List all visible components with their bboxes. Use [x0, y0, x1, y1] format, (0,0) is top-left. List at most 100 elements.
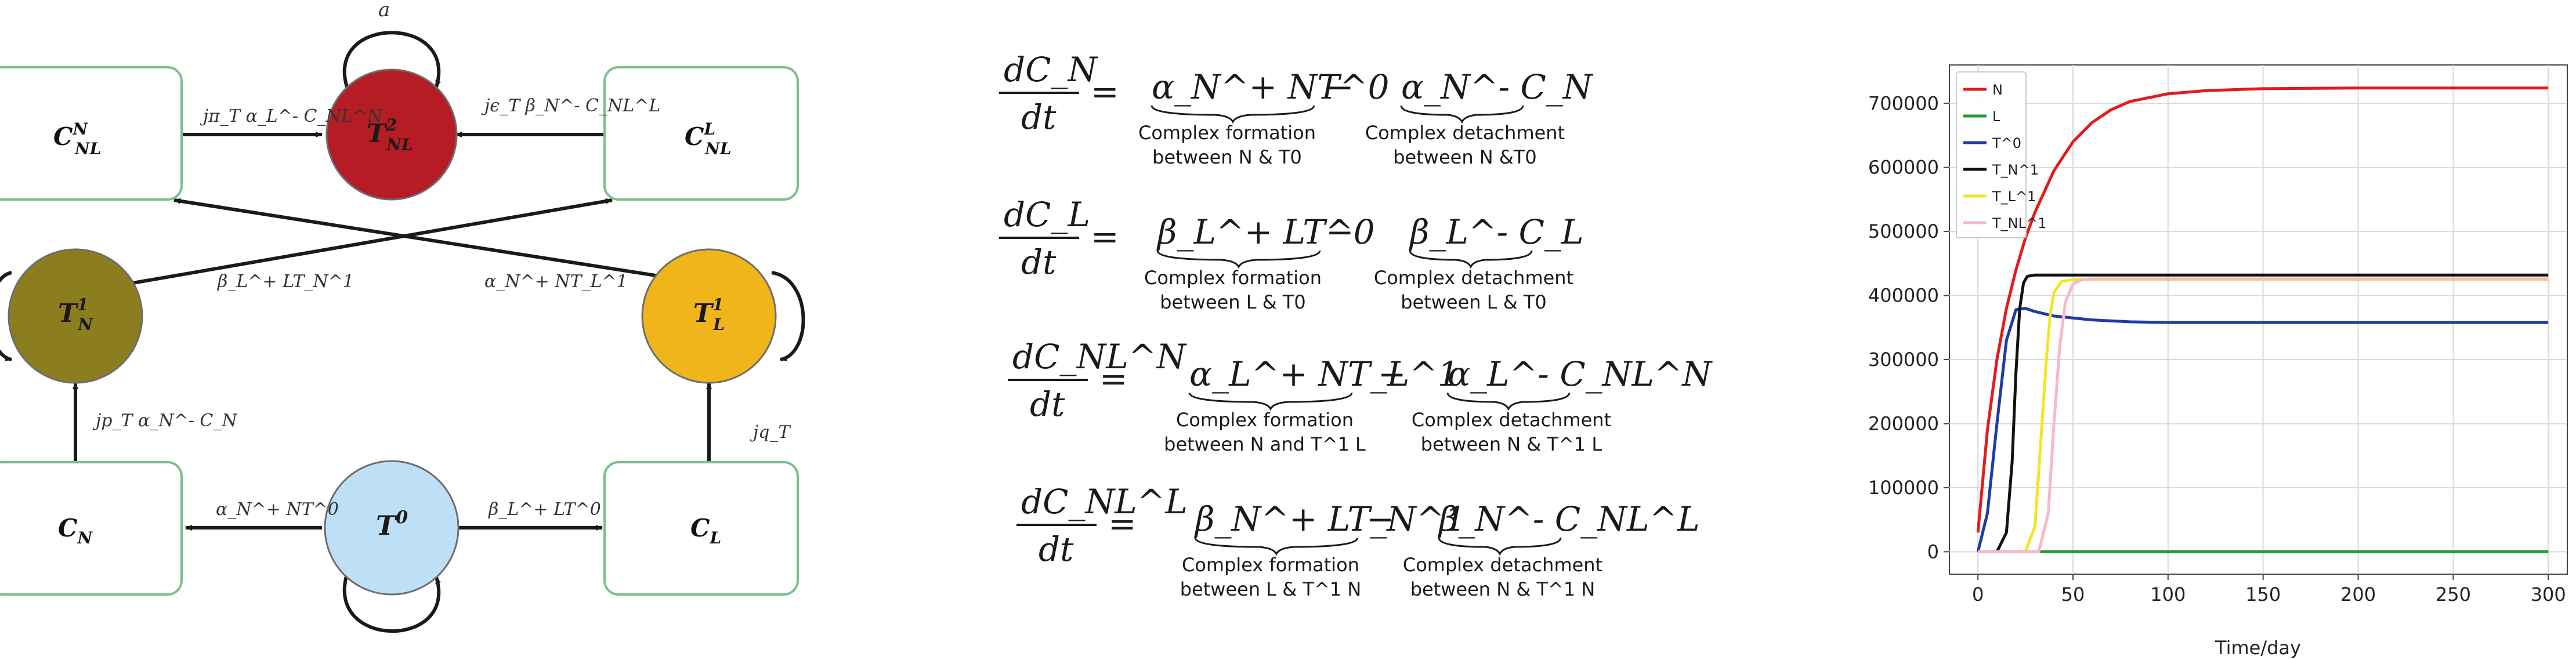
equation-note-formation-detail: between L & T^1 N [1180, 578, 1362, 600]
edge-label-cnll-t2: jϵ_T β_N^- C_NL^L [481, 96, 660, 116]
chart-tick-label-y: 400000 [1868, 285, 1939, 307]
node-box-c-l [603, 461, 799, 596]
chart-legend-label: T_N^1 [1992, 162, 2039, 178]
equation-term-formation: β_N^+ LT_N^1 [1194, 499, 1466, 539]
equation-note-detachment: Complex detachment [1365, 122, 1565, 144]
equation-operator: − [1326, 67, 1354, 107]
chart-tick-label-x: 0 [1972, 583, 1984, 605]
chart-tick-label-y: 500000 [1868, 220, 1939, 242]
equation-equals-sign: = [1108, 504, 1137, 543]
chart-tick-label-x: 150 [2245, 583, 2281, 605]
node-circle-t1-l [641, 248, 777, 384]
chart-ticks: 0 50 100 150 200 250 300 0 100000 200000 300000 400… [1868, 92, 2566, 605]
equation-operator: − [1366, 499, 1395, 539]
equation-underbrace [1188, 392, 1353, 411]
chart-series [1976, 86, 2549, 553]
equation-lhs-denominator: dt [1030, 385, 1065, 424]
node-label-c-nl-l: CL NL [685, 119, 731, 158]
chart-tick-label-y: 700000 [1868, 92, 1939, 114]
equation-term-detachment: β_L^- C_L [1409, 212, 1584, 252]
edge-label-self-loop: a [378, 0, 390, 21]
edge-label-t0-cn: α_N^+ NT^0 [216, 499, 339, 520]
equation-note-detachment: Complex detachment [1412, 409, 1611, 431]
equation-note-detachment-detail: between L & T0 [1401, 291, 1547, 313]
chart-legend: NL T^0 T_N^1 T_L^1 T_NL^1 [1956, 71, 2046, 238]
chart-tick-label-y: 0 [1927, 541, 1939, 563]
edge-label-t0-cl: β_L^+ LT^0 [488, 499, 601, 520]
equation-lhs-numerator: dC_L [1004, 195, 1090, 234]
equation-underbrace [1409, 250, 1533, 269]
chart-legend-label: L [1992, 108, 2000, 125]
node-box-c-n [0, 461, 183, 596]
equation-lhs-numerator: dC_NL^L [1021, 482, 1188, 521]
equation-note-formation-detail: between L & T0 [1160, 291, 1306, 313]
chart-legend-label: T_L^1 [1992, 188, 2036, 205]
equation-term-detachment: α_L^- C_NL^N [1448, 354, 1713, 394]
chart-tick-label-y: 100000 [1868, 477, 1939, 499]
equation-note-formation-detail: between N and T^1 L [1164, 433, 1366, 455]
self-loop-t1l [771, 271, 805, 361]
line-chart: 0 50 100 150 200 250 300 0 100000 200000 300000 400… [1868, 64, 2568, 659]
equation-term-detachment: β_N^- C_NL^L [1438, 499, 1700, 539]
chart-tick-label-x: 50 [2061, 583, 2085, 605]
chart-series-line [1976, 86, 2549, 533]
chart-legend-label: N [1992, 82, 2003, 98]
edge-label-cross-left: β_L^+ LT_N^1 [217, 271, 354, 292]
equation-operator: − [1378, 354, 1406, 394]
edge-label-cross-right: α_N^+ NT_L^1 [484, 271, 628, 292]
node-label-t0: T0 [376, 507, 408, 541]
equation-underbrace [1194, 537, 1359, 556]
edge-label-cn-t1n: jp_T α_N^- C_N [92, 411, 238, 431]
edge-label-cl-t1l: jq_T [750, 422, 791, 443]
equation-operator: − [1326, 212, 1354, 252]
equation-note-detachment-detail: between N &T0 [1393, 146, 1537, 168]
equation-term-detachment: α_N^- C_N [1401, 67, 1594, 107]
node-circle-t2-nl [325, 68, 458, 201]
equation-term-formation: α_N^+ NT^0 [1152, 67, 1389, 107]
self-loop-t0 [342, 574, 441, 633]
equation-term-formation: α_L^+ NT_L^1 [1189, 354, 1459, 394]
node-circle-t1-n [8, 248, 143, 384]
node-label-t1-n: T1 N [58, 295, 93, 334]
edge-cross-to-cnll [115, 198, 613, 288]
chart-series-line [1976, 307, 2549, 552]
equation-underbrace [1156, 250, 1321, 269]
equation-note-formation: Complex formation [1182, 554, 1359, 576]
chart-tick-label-y: 300000 [1868, 349, 1939, 371]
node-label-t2-nl: T2 NL [367, 115, 413, 154]
equation-equals-sign: = [1091, 72, 1119, 111]
node-label-c-l: CL [690, 514, 721, 547]
chart-legend-label: T_NL^1 [1992, 215, 2046, 231]
equation-underbrace [1150, 105, 1315, 124]
edge-cross-to-cnln [173, 198, 723, 288]
equation-note-formation: Complex formation [1138, 122, 1316, 144]
equation-lhs-denominator: dt [1021, 97, 1057, 137]
node-box-c-nl-l [603, 66, 799, 201]
chart-tick-label-x: 250 [2436, 583, 2471, 605]
equation-equals-sign: = [1099, 359, 1128, 398]
chart-tick-label-x: 100 [2150, 583, 2186, 605]
self-loop-t2nl [342, 31, 441, 88]
chart-tick-label-x: 300 [2531, 583, 2566, 605]
equation-equals-sign: = [1091, 217, 1119, 256]
chart-tick-label-x: 200 [2340, 583, 2376, 605]
equation-term-formation: β_L^+ LT^0 [1156, 212, 1375, 252]
chart-tick-label-y: 200000 [1868, 412, 1939, 434]
equation-note-formation: Complex formation [1176, 409, 1354, 431]
chart-grid [1949, 65, 2567, 574]
chart-tick-label-y: 600000 [1868, 157, 1939, 179]
node-label-c-nl-n: CN NL [53, 119, 101, 158]
equation-lhs-denominator: dt [1021, 242, 1057, 282]
equation-note-detachment-detail: between N & T^1 L [1421, 433, 1602, 455]
equation-underbrace [1438, 537, 1562, 556]
self-loop-t1n [0, 271, 12, 361]
chart-plot-area [1949, 64, 2568, 575]
node-circle-t0 [324, 460, 460, 596]
edge-label-cnln-t2: jπ_T α_L^- C_NL^N [200, 106, 383, 126]
equation-underbrace [1446, 392, 1571, 411]
